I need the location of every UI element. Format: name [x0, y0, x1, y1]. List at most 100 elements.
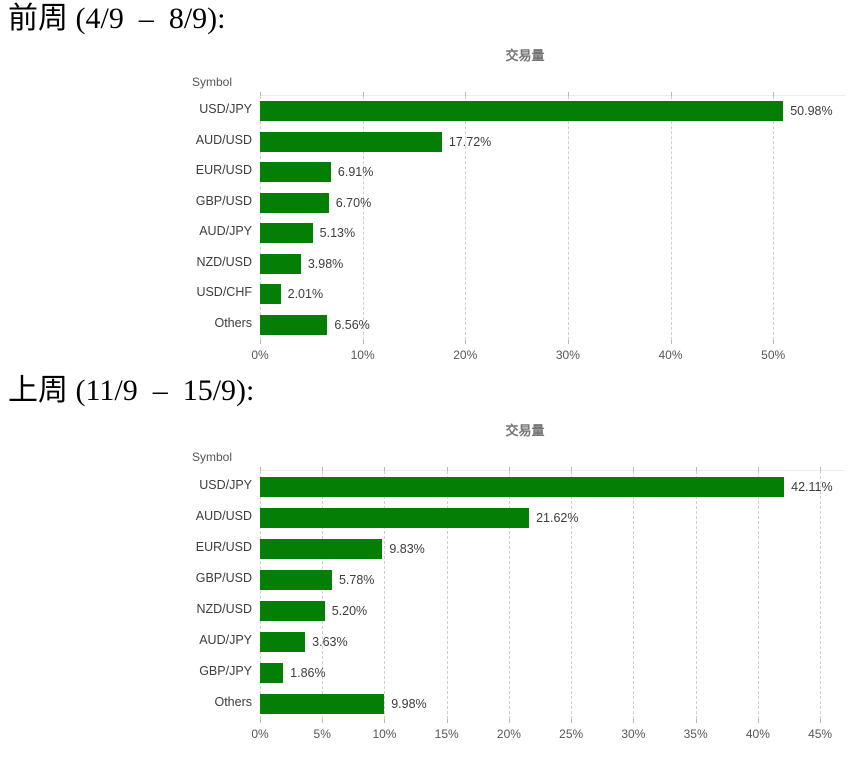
gridline	[260, 96, 261, 340]
category-label-gbp-usd: GBP/USD	[195, 570, 252, 585]
axis-tick	[670, 92, 672, 96]
bar-aud-jpy	[260, 223, 313, 244]
bar-value-label: 5.13%	[319, 226, 356, 241]
axis-tick	[757, 467, 759, 471]
gridline	[773, 96, 775, 340]
x-axis-tick-label: 30%	[555, 348, 580, 362]
bar-value-label: 9.83%	[389, 541, 425, 556]
axis-tick	[465, 92, 467, 96]
gridline	[508, 471, 510, 719]
axis-tick	[322, 719, 324, 723]
axis-tick	[633, 467, 635, 471]
x-axis-tick-label: 15%	[434, 727, 459, 741]
bar-value-label: 3.98%	[307, 256, 344, 271]
bar-nzd-usd	[260, 600, 325, 621]
axis-tick	[567, 92, 569, 96]
gridline	[362, 96, 364, 340]
bar-value-label: 42.11%	[791, 479, 833, 494]
axis-tick	[571, 467, 573, 471]
gridline	[465, 96, 467, 340]
axis-header-symbol: Symbol	[192, 450, 233, 464]
category-label-usd-jpy: USD/JPY	[199, 477, 252, 492]
category-label-usd-jpy: USD/JPY	[199, 102, 252, 117]
x-axis-tick-label: 25%	[559, 727, 584, 741]
axis-tick	[695, 467, 697, 471]
axis-tick	[384, 719, 386, 723]
bar-value-label: 50.98%	[790, 104, 833, 119]
axis-tick	[773, 340, 775, 344]
axis-header-symbol: Symbol	[192, 75, 233, 89]
gridline	[446, 471, 448, 719]
axis-tick	[695, 719, 697, 723]
axis-tick	[446, 719, 448, 723]
axis-tick	[773, 92, 775, 96]
x-axis-tick-label: 0%	[251, 348, 269, 362]
axis-tick	[757, 719, 759, 723]
axis-tick	[571, 719, 573, 723]
bar-value-label: 1.86%	[290, 665, 326, 680]
bar-usd-chf	[260, 284, 281, 305]
axis-tick	[670, 340, 672, 344]
volume-chart-last-week: 交易量 Symbol 42.11% 21.62% 9.83% 5.78% 5.20% 3.63…	[190, 420, 861, 765]
gridline	[695, 471, 697, 719]
gridline	[571, 471, 573, 719]
bar-eur-usd	[260, 162, 331, 183]
bar-aud-usd	[260, 131, 442, 152]
bar-value-label: 2.01%	[287, 287, 324, 302]
chart-title: 交易量	[505, 48, 545, 63]
bar-value-label: 17.72%	[448, 134, 492, 149]
gridline	[670, 96, 672, 340]
x-axis-tick-label: 40%	[745, 727, 770, 741]
axis-tick	[567, 340, 569, 344]
bar-value-label: 5.20%	[331, 603, 368, 618]
axis-tick	[260, 92, 261, 96]
x-axis-tick-label: 10%	[372, 727, 397, 741]
bar-value-label: 6.70%	[335, 195, 372, 210]
category-label-aud-jpy: AUD/JPY	[199, 632, 252, 647]
gridline	[757, 471, 759, 719]
category-label-aud-usd: AUD/USD	[195, 132, 252, 147]
section-previous-week-heading: 前周 (4/9 – 8/9):	[8, 2, 226, 35]
x-axis-tick-label: 20%	[453, 348, 478, 362]
plot-area: 42.11% 21.62% 9.83% 5.78% 5.20% 3.63% 1.86% 9.9…	[260, 467, 845, 723]
x-axis-tick-label: 50%	[761, 348, 786, 362]
bar-gbp-usd	[260, 192, 329, 213]
axis-tick	[384, 467, 386, 471]
chart-title: 交易量	[505, 423, 545, 438]
x-axis-tick-label: 5%	[313, 727, 331, 741]
category-label-others: Others	[214, 315, 252, 330]
axis-tick	[260, 719, 261, 723]
gridline	[633, 471, 635, 719]
bar-value-label: 6.56%	[334, 317, 370, 332]
bar-value-label: 9.98%	[391, 696, 427, 711]
category-label-usd-chf: USD/CHF	[196, 285, 252, 300]
bar-usd-jpy	[260, 101, 784, 122]
bar-aud-usd	[260, 507, 530, 528]
bar-nzd-usd	[260, 253, 301, 274]
bar-usd-jpy	[260, 476, 785, 497]
bar-value-label: 6.91%	[337, 165, 374, 180]
bar-value-label: 3.63%	[312, 634, 348, 649]
x-axis-tick-label: 20%	[496, 727, 521, 741]
category-label-eur-usd: EUR/USD	[195, 163, 252, 178]
x-axis-tick-label: 10%	[350, 348, 375, 362]
axis-tick	[446, 467, 448, 471]
category-label-aud-jpy: AUD/JPY	[199, 224, 252, 239]
bar-gbp-jpy	[260, 662, 284, 683]
volume-chart-previous-week: 交易量 Symbol 50.98% 17.72% 6.91% 6.70% 5.13% 3.98…	[190, 45, 861, 375]
gridline	[260, 471, 261, 719]
x-axis-tick-label: 40%	[658, 348, 683, 362]
category-label-aud-usd: AUD/USD	[195, 508, 252, 523]
bar-eur-usd	[260, 538, 383, 559]
axis-tick	[260, 467, 261, 471]
axis-tick	[322, 467, 324, 471]
axis-tick	[362, 92, 364, 96]
gridline	[322, 471, 324, 719]
axis-tick	[362, 340, 364, 344]
bar-value-label: 5.78%	[338, 572, 375, 587]
axis-tick	[260, 340, 261, 344]
x-axis-tick-label: 35%	[683, 727, 708, 741]
axis-tick	[633, 719, 635, 723]
x-axis-tick-label: 45%	[808, 727, 833, 741]
axis-tick	[508, 467, 510, 471]
